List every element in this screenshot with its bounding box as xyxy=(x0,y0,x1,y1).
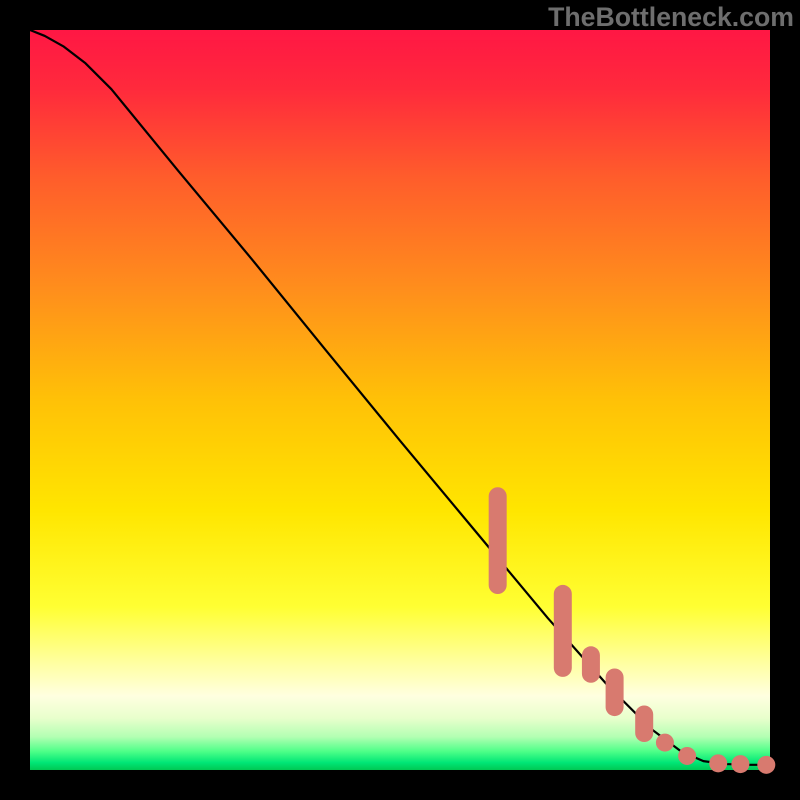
chart-svg xyxy=(0,0,800,800)
chart-container: TheBottleneck.com xyxy=(0,0,800,800)
marker xyxy=(635,706,653,743)
marker xyxy=(554,585,572,677)
attribution-text: TheBottleneck.com xyxy=(548,2,794,33)
marker xyxy=(757,756,775,774)
marker xyxy=(731,755,749,773)
marker xyxy=(606,669,624,717)
plot-background xyxy=(30,30,770,770)
marker xyxy=(489,487,507,594)
marker xyxy=(656,734,674,752)
marker xyxy=(709,754,727,772)
marker xyxy=(678,747,696,765)
marker xyxy=(582,646,600,683)
